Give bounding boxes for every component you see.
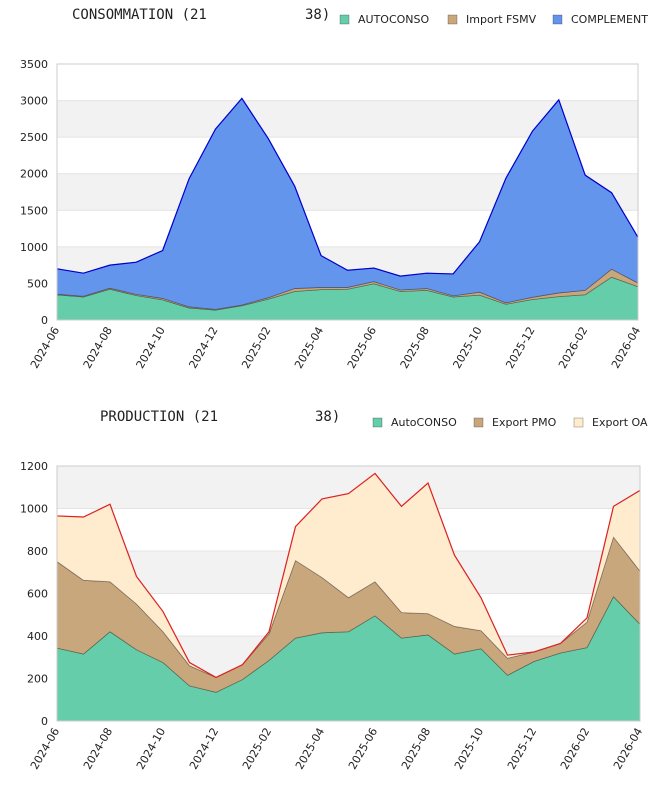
y-tick-label: 2500: [20, 131, 48, 144]
legend-swatch: [473, 417, 484, 428]
x-tick-label: 2026-04: [611, 726, 645, 772]
x-tick-label: 2025-12: [505, 726, 539, 772]
x-tick-label: 2025-08: [398, 325, 432, 371]
y-tick-label: 2000: [20, 168, 48, 181]
x-tick-label: 2024-08: [81, 325, 115, 371]
y-tick-label: 1500: [20, 204, 48, 217]
legend-label: AutoCONSO: [391, 416, 457, 429]
legend-swatch: [372, 417, 383, 428]
x-tick-label: 2024-06: [28, 325, 62, 371]
x-tick-label: 2024-12: [186, 325, 220, 371]
y-tick-label: 1000: [20, 503, 48, 516]
legend-label: Import FSMV: [466, 13, 537, 26]
x-tick-label: 2024-08: [81, 726, 115, 772]
y-tick-label: 500: [27, 277, 48, 290]
plot-frame: [56, 465, 641, 722]
x-tick-label: 2025-04: [292, 325, 326, 371]
y-tick-label: 1200: [20, 460, 48, 473]
y-tick-label: 3500: [20, 58, 48, 71]
y-tick-label: 800: [27, 545, 48, 558]
y-tick-label: 600: [27, 588, 48, 601]
chart-title: CONSOMMATION (21: [72, 7, 207, 23]
y-tick-label: 200: [27, 673, 48, 686]
x-tick-label: 2025-12: [503, 325, 537, 371]
chart-title: 38): [315, 409, 340, 425]
legend-swatch: [339, 14, 350, 25]
x-tick-label: 2024-12: [187, 726, 221, 772]
legend-label: Export PMO: [492, 416, 557, 429]
x-tick-label: 2024-06: [28, 726, 62, 772]
y-tick-label: 400: [27, 630, 48, 643]
plot-frame: [56, 63, 639, 321]
x-tick-label: 2026-02: [558, 726, 592, 772]
legend-label: COMPLEMENT: [571, 13, 648, 26]
x-tick-label: 2026-04: [609, 325, 643, 371]
area-outline: [56, 472, 641, 679]
area-outline: [56, 97, 639, 277]
y-tick-label: 3000: [20, 95, 48, 108]
x-tick-label: 2025-06: [346, 726, 380, 772]
legend-label: AUTOCONSO: [358, 13, 430, 26]
x-tick-label: 2025-10: [450, 324, 484, 370]
legend-label: Export OA: [592, 416, 648, 429]
chart-title: PRODUCTION (21: [100, 409, 218, 425]
y-tick-label: 1000: [20, 241, 48, 254]
x-tick-label: 2025-04: [293, 726, 327, 772]
x-tick-label: 2024-10: [134, 726, 168, 772]
y-tick-label: 0: [41, 314, 48, 327]
y-tick-label: 0: [41, 715, 48, 728]
chart-title: 38): [305, 7, 330, 23]
x-tick-label: 2025-08: [399, 726, 433, 772]
legend-swatch: [447, 14, 458, 25]
legend-swatch: [573, 417, 584, 428]
x-tick-label: 2025-10: [452, 726, 486, 772]
x-tick-label: 2026-02: [556, 325, 590, 371]
chart: 0 200 400 600 800 1000 1200 2024-06 2024-08 2024-…: [20, 409, 648, 772]
x-tick-label: 2025-02: [240, 726, 274, 772]
chart: 0 500 1000 1500 2000 2500 3000 3500 2024-06 2024-…: [20, 7, 648, 371]
x-tick-label: 2024-10: [134, 325, 168, 371]
legend-swatch: [552, 14, 563, 25]
x-tick-label: 2025-06: [345, 325, 379, 371]
x-tick-label: 2025-02: [239, 325, 273, 371]
